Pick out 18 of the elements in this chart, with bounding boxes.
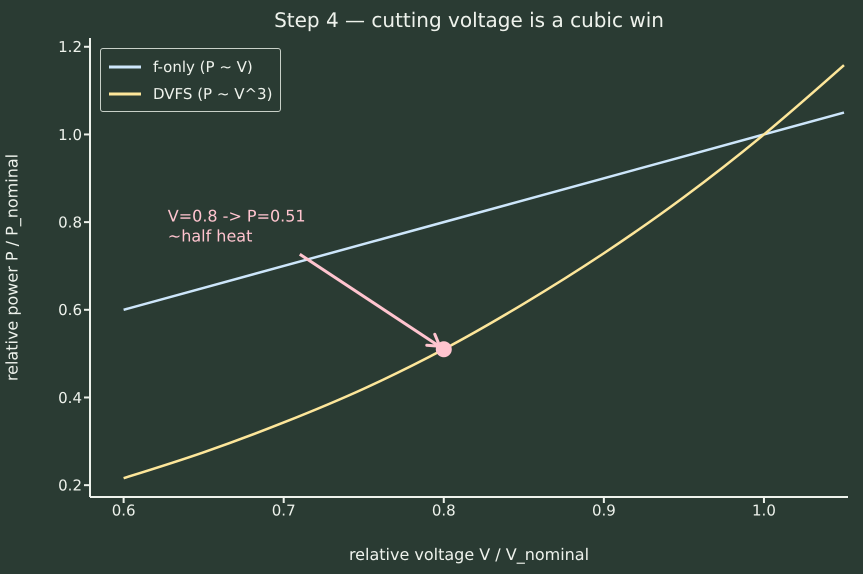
- line-series: [122, 111, 846, 312]
- x-tick-label: 0.8: [432, 502, 456, 520]
- y-tick-label: 0.8: [58, 213, 82, 232]
- y-tick-label: 1.2: [58, 38, 82, 56]
- x-tick-label: 1.0: [752, 502, 776, 520]
- x-tick-label: 0.6: [112, 502, 136, 520]
- legend-label: f-only (P ~ V): [153, 58, 253, 76]
- legend-label: DVFS (P ~ V^3): [153, 84, 272, 102]
- x-tick-label: 0.9: [592, 502, 616, 520]
- annotation: V=0.8 -> P=0.51 ~half heat: [168, 206, 306, 246]
- chart-title: Step 4 — cutting voltage is a cubic win: [273, 8, 665, 32]
- y-tick-label: 0.2: [58, 476, 82, 494]
- y-tick-label: 0.4: [58, 388, 82, 407]
- y-tick-label: 0.6: [58, 301, 82, 320]
- x-tick-label: 0.7: [272, 502, 296, 520]
- x-axis-title: relative voltage V / V_nominal: [348, 545, 590, 564]
- y-axis-title: relative power P / P_nominal: [2, 154, 22, 382]
- y-tick-label: 1.0: [58, 126, 82, 144]
